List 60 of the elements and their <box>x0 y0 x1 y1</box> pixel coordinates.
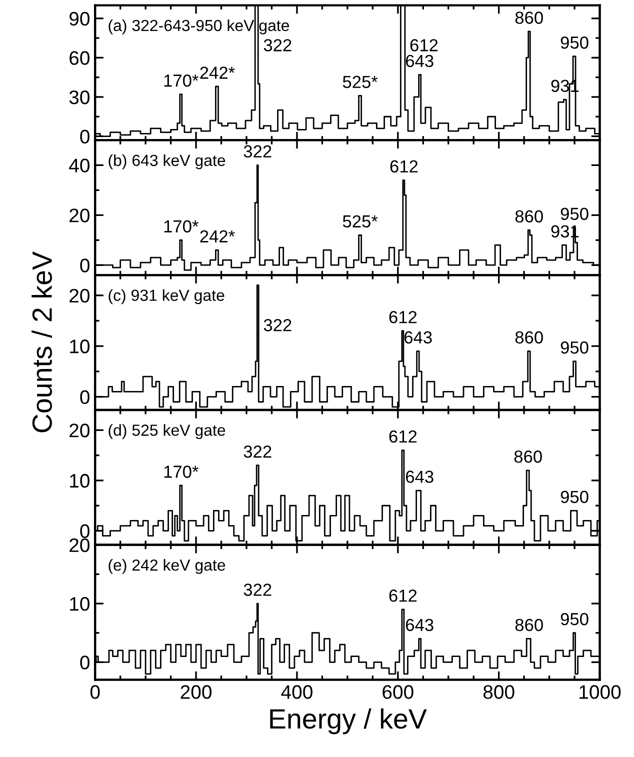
text: (d) 525 keV gate <box>108 424 226 440</box>
annotation: 525* <box>342 215 378 228</box>
x-axis-title: Energy / keV <box>270 708 427 734</box>
annotation: 643 <box>406 470 434 483</box>
y-axis-title: Counts / 2 keV <box>32 252 52 432</box>
y-tick-label: 60 <box>70 51 90 65</box>
x-tick-label: 0 <box>90 685 100 699</box>
annotation: 643 <box>406 618 434 632</box>
y-tick-label: 0 <box>80 130 90 144</box>
annotation: 860 <box>515 12 543 24</box>
annotation: 322 <box>244 584 272 596</box>
y-tick-label: 90 <box>70 12 90 26</box>
annotation: 950 <box>560 36 588 49</box>
x-tick-label: 200 <box>180 685 212 699</box>
y-tick-label: 20 <box>70 538 90 552</box>
annotation: 950 <box>560 341 588 354</box>
annotation: 643 <box>404 331 432 344</box>
annotation: 612 <box>389 590 417 602</box>
annotation: 170* <box>164 220 198 233</box>
annotation: 643 <box>406 54 434 68</box>
x-tick-label: 600 <box>382 685 414 699</box>
annotation: 860 <box>515 331 543 344</box>
annotation: 242* <box>200 66 235 79</box>
y-tick-label: 10 <box>70 474 90 488</box>
annotation: 950 <box>560 208 588 220</box>
y-tick-label: 10 <box>70 597 90 611</box>
annotation: 170* <box>164 74 198 87</box>
annotation: 242* <box>200 230 235 242</box>
y-tick-label: 0 <box>80 524 90 538</box>
y-tick-label: 30 <box>69 90 90 104</box>
text: (e) 242 keV gate <box>108 559 226 574</box>
y-tick-label: 0 <box>80 258 90 272</box>
annotation: 170* <box>164 466 198 478</box>
annotation: 525* <box>342 76 378 88</box>
y-tick-label: 10 <box>70 340 90 354</box>
text: (a) 322-643-950 keV gate <box>108 19 290 34</box>
annotation: 950 <box>560 612 588 626</box>
annotation: 950 <box>560 490 588 504</box>
annotation: 860 <box>514 450 542 463</box>
y-tick-label: 0 <box>80 656 90 670</box>
annotation: 612 <box>390 160 418 173</box>
y-tick-label: 0 <box>80 390 90 404</box>
text: (b) 643 keV gate <box>108 154 226 170</box>
annotation: 322 <box>264 319 292 332</box>
annotation: 612 <box>389 430 417 443</box>
y-tick-label: 20 <box>70 208 90 222</box>
y-tick-label: 40 <box>69 158 90 172</box>
annotation: 322 <box>244 445 272 458</box>
annotation: 612 <box>389 310 417 324</box>
x-tick-label: 400 <box>281 685 312 699</box>
y-tick-label: 20 <box>70 424 90 438</box>
annotation: 860 <box>515 618 543 632</box>
y-tick-label: 20 <box>70 288 90 303</box>
annotation: 860 <box>515 210 543 223</box>
annotation: 612 <box>410 39 438 52</box>
x-tick-label: 1000 <box>580 685 621 699</box>
annotation: 322 <box>244 145 272 158</box>
annotation: 322 <box>264 39 292 52</box>
x-tick-label: 800 <box>483 685 514 699</box>
text: (c) 931 keV gate <box>108 289 224 304</box>
